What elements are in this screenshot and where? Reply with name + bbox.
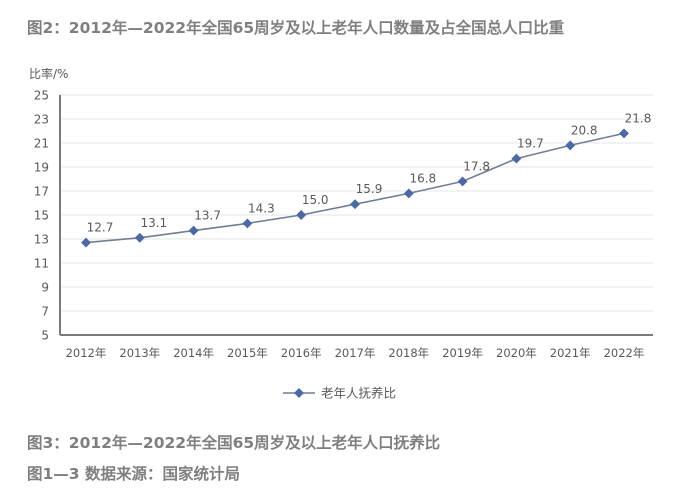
y-tick-label: 9: [41, 281, 49, 295]
y-tick-label: 7: [41, 305, 49, 319]
data-point-marker: [619, 128, 629, 139]
x-tick-label: 2020年: [496, 346, 537, 360]
data-markers: [81, 128, 629, 248]
data-label: 17.8: [463, 159, 490, 173]
data-label: 14.3: [248, 201, 275, 215]
data-point-marker: [296, 210, 307, 220]
x-tick-label: 2017年: [335, 346, 376, 360]
figure-caption: 图3：2012年—2022年全国65周岁及以上老年人口抚养比: [27, 434, 441, 452]
x-tick-label: 2015年: [227, 346, 268, 360]
y-tick-label: 13: [34, 233, 49, 247]
data-label: 15.9: [356, 182, 383, 196]
data-point-marker: [81, 237, 91, 248]
data-label: 19.7: [517, 137, 544, 151]
x-axis-ticks: 2012年 2013年 2014年 2015年 2016年 2017年 2018年 2019年…: [66, 346, 645, 360]
data-point-marker: [350, 199, 360, 210]
y-tick-label: 15: [34, 209, 49, 223]
x-tick-label: 2019年: [442, 346, 483, 360]
data-label: 21.8: [625, 111, 652, 125]
x-tick-label: 2014年: [173, 346, 214, 360]
legend: 老年人抚养比: [283, 386, 396, 401]
y-axis-label: 比率/%: [29, 66, 68, 81]
x-tick-label: 2018年: [388, 346, 429, 360]
y-tick-label: 25: [34, 89, 49, 103]
data-point-marker: [134, 232, 145, 243]
y-tick-label: 23: [34, 113, 49, 127]
data-source: 图1—3 数据来源：国家统计局: [27, 465, 240, 483]
data-point-marker: [403, 188, 414, 199]
y-tick-label: 19: [34, 161, 49, 175]
data-point-marker: [457, 176, 468, 187]
previous-figure-title: 图2：2012年—2022年全国65周岁及以上老年人口数量及占全国总人口比重: [27, 19, 565, 37]
y-tick-label: 11: [34, 257, 49, 271]
x-tick-label: 2013年: [119, 346, 160, 360]
data-label: 13.7: [194, 209, 221, 223]
data-point-marker: [565, 140, 576, 151]
data-point-marker: [511, 153, 522, 164]
data-label: 16.8: [409, 171, 436, 185]
data-label: 15.0: [302, 193, 329, 207]
data-label: 20.8: [571, 123, 598, 137]
y-tick-label: 5: [41, 329, 49, 343]
legend-marker-icon: [294, 388, 304, 398]
gridlines: [60, 94, 653, 312]
data-label: 12.7: [87, 221, 114, 235]
data-point-marker: [188, 225, 199, 236]
x-tick-label: 2021年: [550, 346, 591, 360]
data-labels: 12.7 13.1 13.7 14.3 15.0 15.9 16.8 17.8 19.7 20.8…: [87, 111, 652, 234]
x-tick-label: 2012年: [66, 346, 107, 360]
y-axis-ticks: 5 7 9 11 13 15 17 19 21 23 25: [34, 89, 49, 343]
x-tick-label: 2022年: [604, 346, 645, 360]
data-label: 13.1: [140, 216, 167, 230]
x-tick-label: 2016年: [281, 346, 322, 360]
y-tick-label: 17: [34, 185, 49, 199]
data-point-marker: [242, 218, 253, 229]
legend-label: 老年人抚养比: [321, 386, 396, 401]
y-tick-label: 21: [34, 137, 49, 151]
line-chart: 比率/% 5 7 9 11 13 15 17 19 21 23 25 2012年 2013年 2014年…: [29, 66, 653, 401]
